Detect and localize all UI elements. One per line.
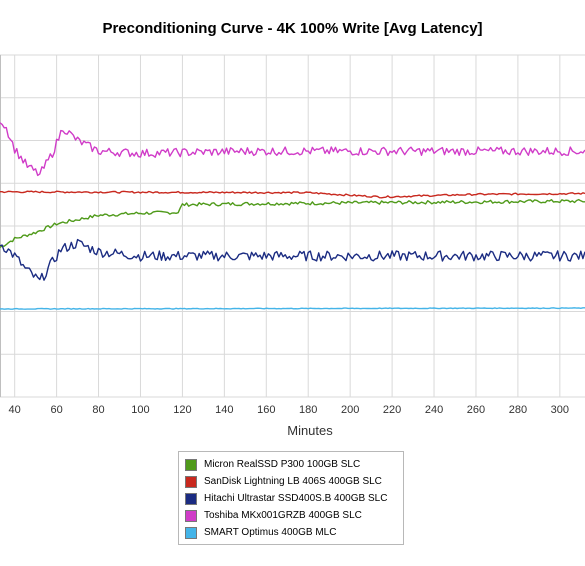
legend-item: Toshiba MKx001GRZB 400GB SLC [185,507,397,524]
legend-item: SanDisk Lightning LB 406S 400GB SLC [185,473,397,490]
x-tick-label: 100 [131,404,149,416]
x-tick-label: 220 [383,404,401,416]
x-tick-label: 80 [92,404,104,416]
legend-label: SMART Optimus 400GB MLC [204,527,337,538]
series-line-2 [0,190,585,199]
series-line-1 [0,198,585,248]
legend-swatch [185,475,197,488]
legend-label: Hitachi Ultrastar SSD400S.B 400GB SLC [204,493,388,504]
series-line-3 [0,238,585,281]
x-tick-label: 140 [215,404,233,416]
chart-title: Preconditioning Curve - 4K 100% Write [A… [102,20,483,37]
x-tick-label: 260 [467,404,485,416]
legend-label: SanDisk Lightning LB 406S 400GB SLC [204,476,382,487]
chart-legend: Micron RealSSD P300 100GB SLC SanDisk Lig… [178,451,404,545]
series-line-5 [0,307,585,310]
legend-label: Toshiba MKx001GRZB 400GB SLC [204,510,362,521]
x-tick-label: 240 [425,404,443,416]
legend-swatch [185,458,197,471]
legend-swatch [185,509,197,522]
x-axis-title: Minutes [287,423,333,438]
legend-item: Micron RealSSD P300 100GB SLC [185,456,397,473]
x-tick-label: 160 [257,404,275,416]
x-tick-label: 180 [299,404,317,416]
x-tick-label: 120 [173,404,191,416]
legend-swatch [185,526,197,539]
legend-item: Hitachi Ultrastar SSD400S.B 400GB SLC [185,490,397,507]
x-tick-label: 60 [50,404,62,416]
series-line-4 [0,122,585,177]
x-tick-label: 200 [341,404,359,416]
legend-label: Micron RealSSD P300 100GB SLC [204,459,361,470]
x-tick-label: 300 [551,404,569,416]
legend-swatch [185,492,197,505]
legend-item: SMART Optimus 400GB MLC [185,524,397,541]
x-tick-label: 280 [509,404,527,416]
x-tick-label: 40 [9,404,21,416]
line-chart: 40 60 80 100 120 140 160 180 200 220 240 260 280 300 M… [0,54,585,438]
